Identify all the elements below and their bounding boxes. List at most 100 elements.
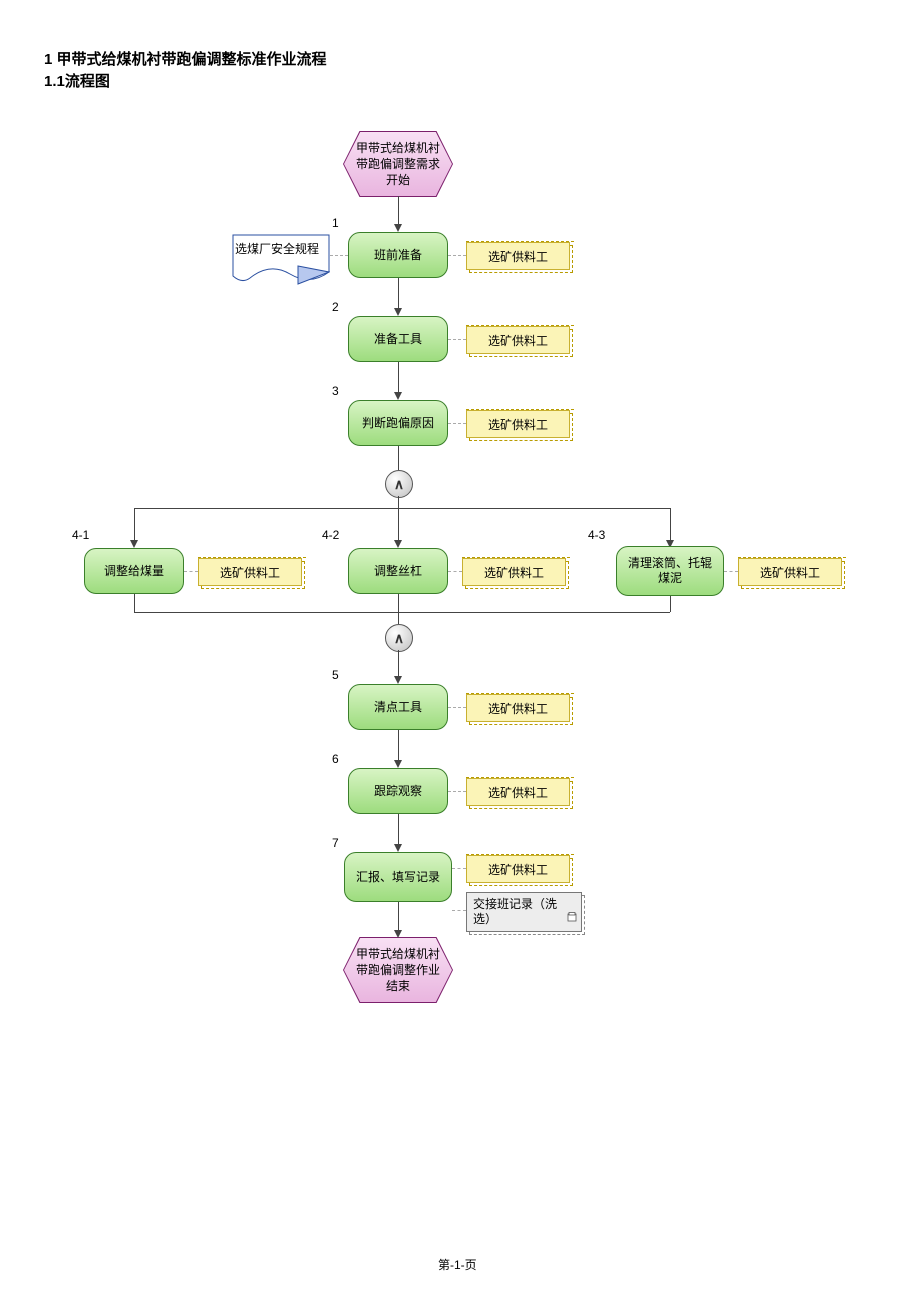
step-number: 7 bbox=[332, 836, 339, 850]
edge bbox=[134, 594, 135, 612]
fork-gate: ∧ bbox=[385, 470, 413, 498]
step-number: 1 bbox=[332, 216, 339, 230]
role-note-5: 选矿供料工 bbox=[466, 693, 574, 724]
role-note-6-label: 选矿供料工 bbox=[488, 784, 548, 801]
process-1-label: 班前准备 bbox=[374, 248, 422, 263]
connector-dash bbox=[724, 571, 738, 572]
role-note-5-label: 选矿供料工 bbox=[488, 700, 548, 717]
process-7: 汇报、填写记录 bbox=[344, 852, 452, 902]
side-document: 选煤厂安全规程 bbox=[232, 234, 330, 284]
role-note-7: 选矿供料工 bbox=[466, 854, 574, 885]
arrowhead-icon bbox=[394, 676, 402, 684]
edge bbox=[398, 814, 399, 846]
edge bbox=[398, 362, 399, 394]
edge bbox=[134, 508, 670, 509]
role-note-b3: 选矿供料工 bbox=[738, 557, 846, 588]
role-note-b2-label: 选矿供料工 bbox=[484, 564, 544, 581]
edge bbox=[398, 650, 399, 678]
arrowhead-icon bbox=[394, 308, 402, 316]
edge bbox=[398, 594, 399, 612]
arrowhead-icon bbox=[394, 392, 402, 400]
edge bbox=[134, 612, 670, 613]
edge bbox=[398, 278, 399, 310]
connector-dash bbox=[448, 255, 466, 256]
arrowhead-icon bbox=[394, 540, 402, 548]
branch-1: 调整给煤量 bbox=[84, 548, 184, 594]
end-node: 甲带式给煤机衬带跑偏调整作业结束 bbox=[344, 938, 452, 1002]
process-5-label: 清点工具 bbox=[374, 700, 422, 715]
role-note-3-label: 选矿供料工 bbox=[488, 416, 548, 433]
connector-dash bbox=[448, 707, 466, 708]
connector-dash bbox=[452, 868, 466, 869]
arrowhead-icon bbox=[394, 224, 402, 232]
process-3-label: 判断跑偏原因 bbox=[362, 416, 434, 431]
process-3: 判断跑偏原因 bbox=[348, 400, 448, 446]
connector-dash bbox=[184, 571, 198, 572]
end-node-label: 甲带式给煤机衬带跑偏调整作业结束 bbox=[352, 946, 444, 994]
connector-dash bbox=[448, 791, 466, 792]
step-number: 4-2 bbox=[322, 528, 339, 542]
side-document-label: 选煤厂安全规程 bbox=[235, 240, 319, 257]
arrowhead-icon bbox=[394, 760, 402, 768]
role-note-6: 选矿供料工 bbox=[466, 777, 574, 808]
output-document-label: 交接班记录（洗选） bbox=[473, 897, 557, 926]
heading-1: 1 甲带式给煤机衬带跑偏调整标准作业流程 bbox=[44, 48, 327, 69]
step-number: 2 bbox=[332, 300, 339, 314]
role-note-b1-label: 选矿供料工 bbox=[220, 564, 280, 581]
step-number: 4-3 bbox=[588, 528, 605, 542]
arrowhead-icon bbox=[394, 930, 402, 938]
step-number: 5 bbox=[332, 668, 339, 682]
edge bbox=[398, 496, 399, 508]
role-note-7-label: 选矿供料工 bbox=[488, 861, 548, 878]
process-7-label: 汇报、填写记录 bbox=[356, 870, 440, 885]
edge bbox=[398, 196, 399, 226]
edge bbox=[134, 508, 135, 542]
branch-2: 调整丝杠 bbox=[348, 548, 448, 594]
process-2: 准备工具 bbox=[348, 316, 448, 362]
role-note-1-label: 选矿供料工 bbox=[488, 248, 548, 265]
join-gate: ∧ bbox=[385, 624, 413, 652]
gate-symbol: ∧ bbox=[394, 630, 404, 647]
edge bbox=[398, 612, 399, 624]
role-note-2-label: 选矿供料工 bbox=[488, 332, 548, 349]
heading-2: 1.1流程图 bbox=[44, 70, 110, 91]
process-2-label: 准备工具 bbox=[374, 332, 422, 347]
start-node: 甲带式给煤机衬带跑偏调整需求开始 bbox=[344, 132, 452, 196]
output-document: 交接班记录（洗选） bbox=[466, 892, 586, 934]
page: 1 甲带式给煤机衬带跑偏调整标准作业流程 1.1流程图 甲带式给煤机衬带跑偏调整… bbox=[0, 0, 920, 1302]
role-note-b2: 选矿供料工 bbox=[462, 557, 570, 588]
edge bbox=[398, 902, 399, 932]
process-6-label: 跟踪观察 bbox=[374, 784, 422, 799]
start-node-label: 甲带式给煤机衬带跑偏调整需求开始 bbox=[352, 140, 444, 188]
process-6: 跟踪观察 bbox=[348, 768, 448, 814]
step-number: 6 bbox=[332, 752, 339, 766]
role-note-b3-label: 选矿供料工 bbox=[760, 564, 820, 581]
connector-dash bbox=[448, 339, 466, 340]
branch-2-label: 调整丝杠 bbox=[374, 564, 422, 579]
connector-dash bbox=[448, 423, 466, 424]
process-1: 班前准备 bbox=[348, 232, 448, 278]
arrowhead-icon bbox=[130, 540, 138, 548]
page-footer: 第-1-页 bbox=[438, 1256, 477, 1273]
connector-dash bbox=[330, 255, 348, 256]
connector-dash bbox=[452, 910, 466, 911]
edge bbox=[398, 446, 399, 470]
document-icon bbox=[567, 912, 577, 927]
role-note-b1: 选矿供料工 bbox=[198, 557, 306, 588]
edge bbox=[670, 508, 671, 542]
step-number: 3 bbox=[332, 384, 339, 398]
edge bbox=[670, 596, 671, 612]
role-note-1: 选矿供料工 bbox=[466, 241, 574, 272]
branch-3: 清理滚筒、托辊煤泥 bbox=[616, 546, 724, 596]
gate-symbol: ∧ bbox=[394, 476, 404, 493]
edge bbox=[398, 508, 399, 542]
edge bbox=[398, 730, 399, 762]
process-5: 清点工具 bbox=[348, 684, 448, 730]
step-number: 4-1 bbox=[72, 528, 89, 542]
branch-1-label: 调整给煤量 bbox=[104, 564, 164, 579]
role-note-3: 选矿供料工 bbox=[466, 409, 574, 440]
role-note-2: 选矿供料工 bbox=[466, 325, 574, 356]
branch-3-label: 清理滚筒、托辊煤泥 bbox=[623, 556, 717, 586]
arrowhead-icon bbox=[394, 844, 402, 852]
connector-dash bbox=[448, 571, 462, 572]
